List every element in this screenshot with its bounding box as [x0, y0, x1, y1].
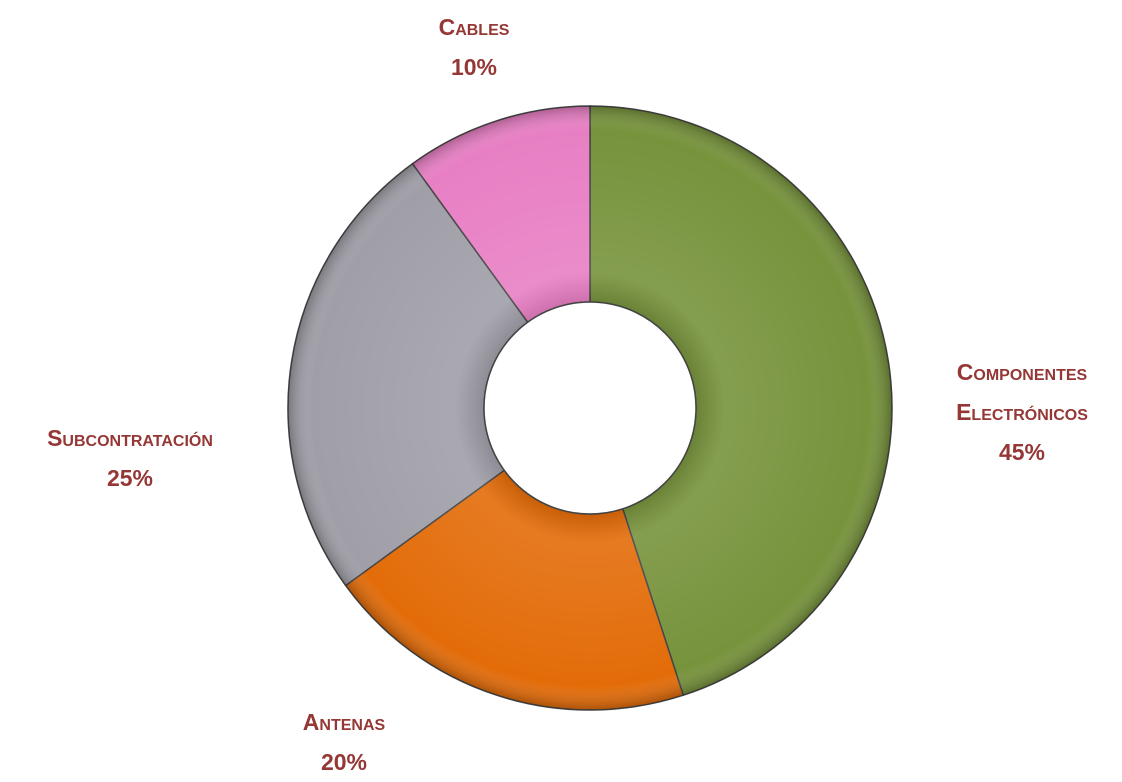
slice-label: Cables 10% [374, 7, 574, 87]
category-label: Antenas [302, 709, 386, 735]
slice-label: Antenas 20% [244, 702, 444, 782]
donut-hole [483, 301, 697, 515]
slice-label: Componentes Electrónicos 45% [922, 352, 1122, 472]
value-label: 25% [106, 465, 154, 491]
category-label: Subcontratación [47, 425, 213, 451]
value-label: 45% [998, 439, 1046, 465]
value-label: 20% [320, 749, 368, 775]
slice-label: Subcontratación 25% [0, 418, 260, 498]
value-label: 10% [450, 54, 498, 80]
category-label: Cables [438, 14, 510, 40]
category-label: Componentes Electrónicos [956, 359, 1088, 425]
